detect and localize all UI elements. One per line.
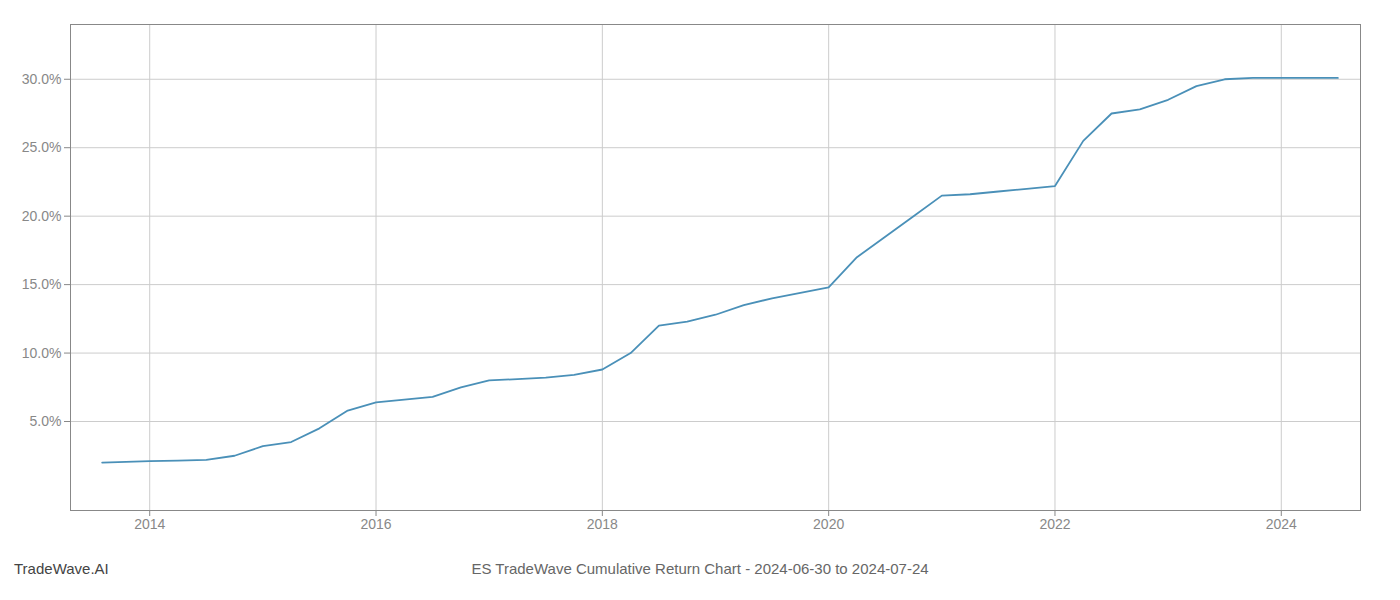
svg-text:2022: 2022 xyxy=(1039,516,1070,532)
svg-text:10.0%: 10.0% xyxy=(22,345,62,361)
svg-text:25.0%: 25.0% xyxy=(22,139,62,155)
html-text:ES TradeWave Cumulative Return: ES TradeWave Cumulative Return Chart - 2… xyxy=(471,560,929,577)
svg-text:20.0%: 20.0% xyxy=(22,208,62,224)
svg-text:2016: 2016 xyxy=(360,516,391,532)
html-text:TradeWave.AI: TradeWave.AI xyxy=(14,560,109,577)
svg-text:2020: 2020 xyxy=(813,516,844,532)
svg-text:30.0%: 30.0% xyxy=(22,71,62,87)
svg-text:2018: 2018 xyxy=(587,516,618,532)
svg-text:2014: 2014 xyxy=(134,516,165,532)
svg-text:2024: 2024 xyxy=(1266,516,1297,532)
svg-text:5.0%: 5.0% xyxy=(30,413,62,429)
svg-text:15.0%: 15.0% xyxy=(22,276,62,292)
